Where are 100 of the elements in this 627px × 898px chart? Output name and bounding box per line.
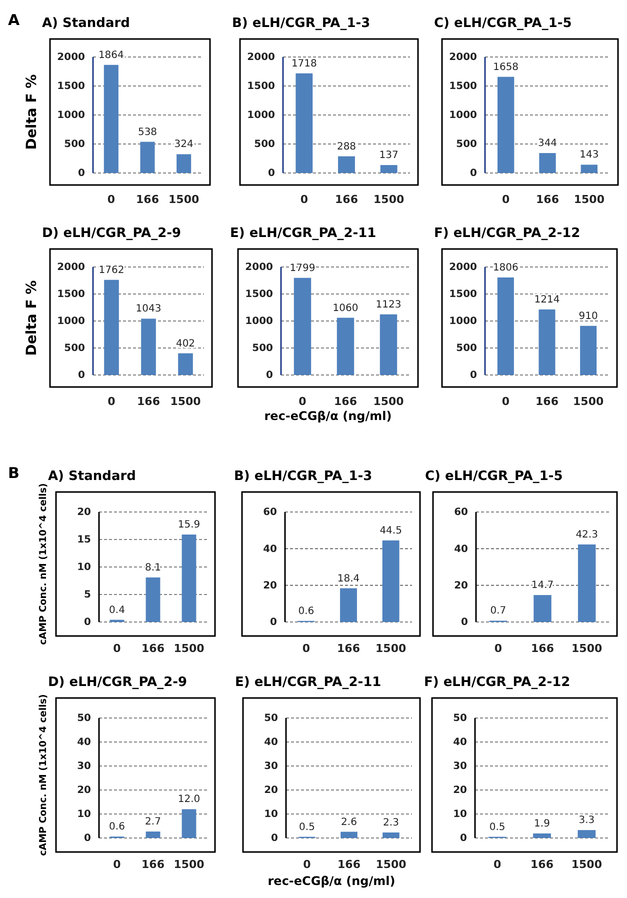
y-tick-label: 1000 bbox=[245, 316, 274, 328]
x-tick-label: 0 bbox=[107, 192, 116, 206]
y-tick-label: 0 bbox=[266, 370, 274, 382]
x-tick-label: 1500 bbox=[373, 394, 404, 408]
bar bbox=[338, 156, 355, 173]
bar bbox=[294, 278, 312, 375]
chart-title: B) eLH/CGR_PA_1-3 bbox=[234, 469, 372, 484]
y-tick-label: 20 bbox=[77, 785, 92, 796]
y-tick-label: 2000 bbox=[57, 262, 86, 274]
chart-title: D) eLH/CGR_PA_2-9 bbox=[48, 675, 188, 690]
y-tick-label: 0 bbox=[470, 168, 478, 180]
bar bbox=[538, 309, 556, 375]
data-label: 1864 bbox=[98, 50, 124, 61]
y-tick-label: 5 bbox=[84, 590, 92, 601]
x-tick-label: 1500 bbox=[376, 858, 407, 871]
y-tick-label: 0 bbox=[470, 370, 478, 382]
chart-title: D) eLH/CGR_PA_2-9 bbox=[42, 226, 182, 241]
x-tick-label: 166 bbox=[337, 642, 360, 655]
bar bbox=[182, 809, 196, 838]
y-tick-label: 20 bbox=[454, 580, 468, 592]
chart-title: F) eLH/CGR_PA_2-12 bbox=[434, 226, 580, 241]
x-tick-label: 1500 bbox=[571, 858, 602, 871]
chart-title: F) eLH/CGR_PA_2-12 bbox=[424, 675, 570, 690]
data-label: 344 bbox=[538, 138, 558, 150]
y-tick-label: 0 bbox=[271, 833, 278, 844]
data-label: 288 bbox=[336, 141, 356, 152]
bar bbox=[380, 314, 398, 375]
x-tick-label: 0 bbox=[494, 642, 502, 655]
bar bbox=[539, 153, 556, 173]
y-tick-label: 0 bbox=[461, 617, 468, 628]
y-tick-label: 500 bbox=[64, 139, 86, 150]
y-tick-label: 1000 bbox=[57, 110, 86, 122]
bar bbox=[580, 326, 597, 375]
y-tick-label: 1000 bbox=[247, 110, 276, 122]
x-tick-label: 0 bbox=[108, 394, 116, 408]
y-tick-label: 15 bbox=[77, 534, 92, 546]
data-label: 44.5 bbox=[380, 525, 402, 536]
data-label: 18.4 bbox=[337, 573, 360, 584]
y-axis-title: cAMP Conc. nM (1x10^4 cells) bbox=[38, 483, 49, 645]
y-tick-label: 10 bbox=[77, 809, 92, 820]
data-label: 1043 bbox=[136, 304, 162, 315]
chart-title: C) eLH/CGR_PA_1-5 bbox=[434, 16, 572, 31]
data-label: 1658 bbox=[493, 62, 519, 73]
data-label: 2.6 bbox=[341, 816, 357, 828]
y-tick-label: 60 bbox=[454, 507, 468, 518]
chart-title: B) eLH/CGR_PA_1-3 bbox=[232, 16, 370, 31]
y-tick-label: 10 bbox=[264, 809, 278, 820]
data-label: 1123 bbox=[376, 299, 402, 310]
y-tick-label: 500 bbox=[456, 343, 478, 354]
data-label: 910 bbox=[578, 310, 598, 322]
y-tick-label: 500 bbox=[254, 139, 276, 150]
y-tick-label: 30 bbox=[77, 761, 92, 772]
x-tick-label: 0 bbox=[302, 642, 310, 655]
x-tick-label: 0 bbox=[502, 192, 510, 206]
x-tick-label: 166 bbox=[142, 858, 165, 871]
y-tick-label: 20 bbox=[263, 580, 278, 592]
x-tick-label: 0 bbox=[113, 642, 122, 655]
bar bbox=[578, 830, 596, 838]
y-tick-label: 2000 bbox=[449, 52, 478, 64]
y-tick-label: 0 bbox=[270, 617, 278, 628]
data-label: 137 bbox=[379, 150, 398, 162]
x-tick-label: 1500 bbox=[374, 192, 404, 206]
bar bbox=[578, 544, 596, 622]
x-tick-label: 0 bbox=[303, 858, 312, 871]
bar bbox=[580, 164, 598, 173]
y-tick-label: 500 bbox=[64, 343, 86, 354]
y-tick-label: 40 bbox=[454, 544, 468, 555]
x-tick-label: 166 bbox=[136, 192, 160, 206]
y-tick-label: 0 bbox=[460, 833, 468, 844]
y-axis-title: Delta F % bbox=[24, 280, 40, 356]
data-label: 8.1 bbox=[145, 562, 161, 574]
y-tick-label: 0 bbox=[84, 617, 92, 628]
chart-title: A) Standard bbox=[48, 469, 136, 484]
bar bbox=[336, 318, 354, 375]
y-tick-label: 1000 bbox=[57, 316, 86, 328]
data-label: 2.7 bbox=[145, 816, 161, 828]
y-tick-label: 10 bbox=[453, 809, 468, 820]
bar bbox=[497, 277, 514, 375]
data-label: 0.5 bbox=[299, 822, 315, 833]
y-tick-label: 1500 bbox=[57, 289, 86, 300]
y-tick-label: 1500 bbox=[57, 81, 86, 92]
x-tick-label: 0 bbox=[113, 858, 122, 871]
bar bbox=[104, 64, 118, 173]
y-tick-label: 20 bbox=[264, 785, 278, 796]
y-tick-label: 2000 bbox=[245, 262, 274, 274]
bar bbox=[382, 540, 400, 622]
bar bbox=[340, 588, 357, 622]
y-tick-label: 30 bbox=[453, 761, 468, 772]
data-label: 12.0 bbox=[178, 794, 200, 806]
bar bbox=[534, 595, 552, 622]
data-label: 0.7 bbox=[490, 606, 506, 617]
data-label: 143 bbox=[580, 150, 599, 161]
data-label: 0.4 bbox=[109, 604, 125, 616]
chart-title: A) Standard bbox=[42, 16, 130, 31]
x-tick-label: 1500 bbox=[174, 642, 205, 655]
x-tick-label: 1500 bbox=[170, 394, 202, 408]
bar bbox=[533, 833, 551, 838]
x-tick-label: 166 bbox=[536, 192, 560, 206]
data-label: 2.3 bbox=[383, 817, 399, 828]
x-axis-title: rec-eCGβ/α (ng/ml) bbox=[264, 409, 392, 423]
